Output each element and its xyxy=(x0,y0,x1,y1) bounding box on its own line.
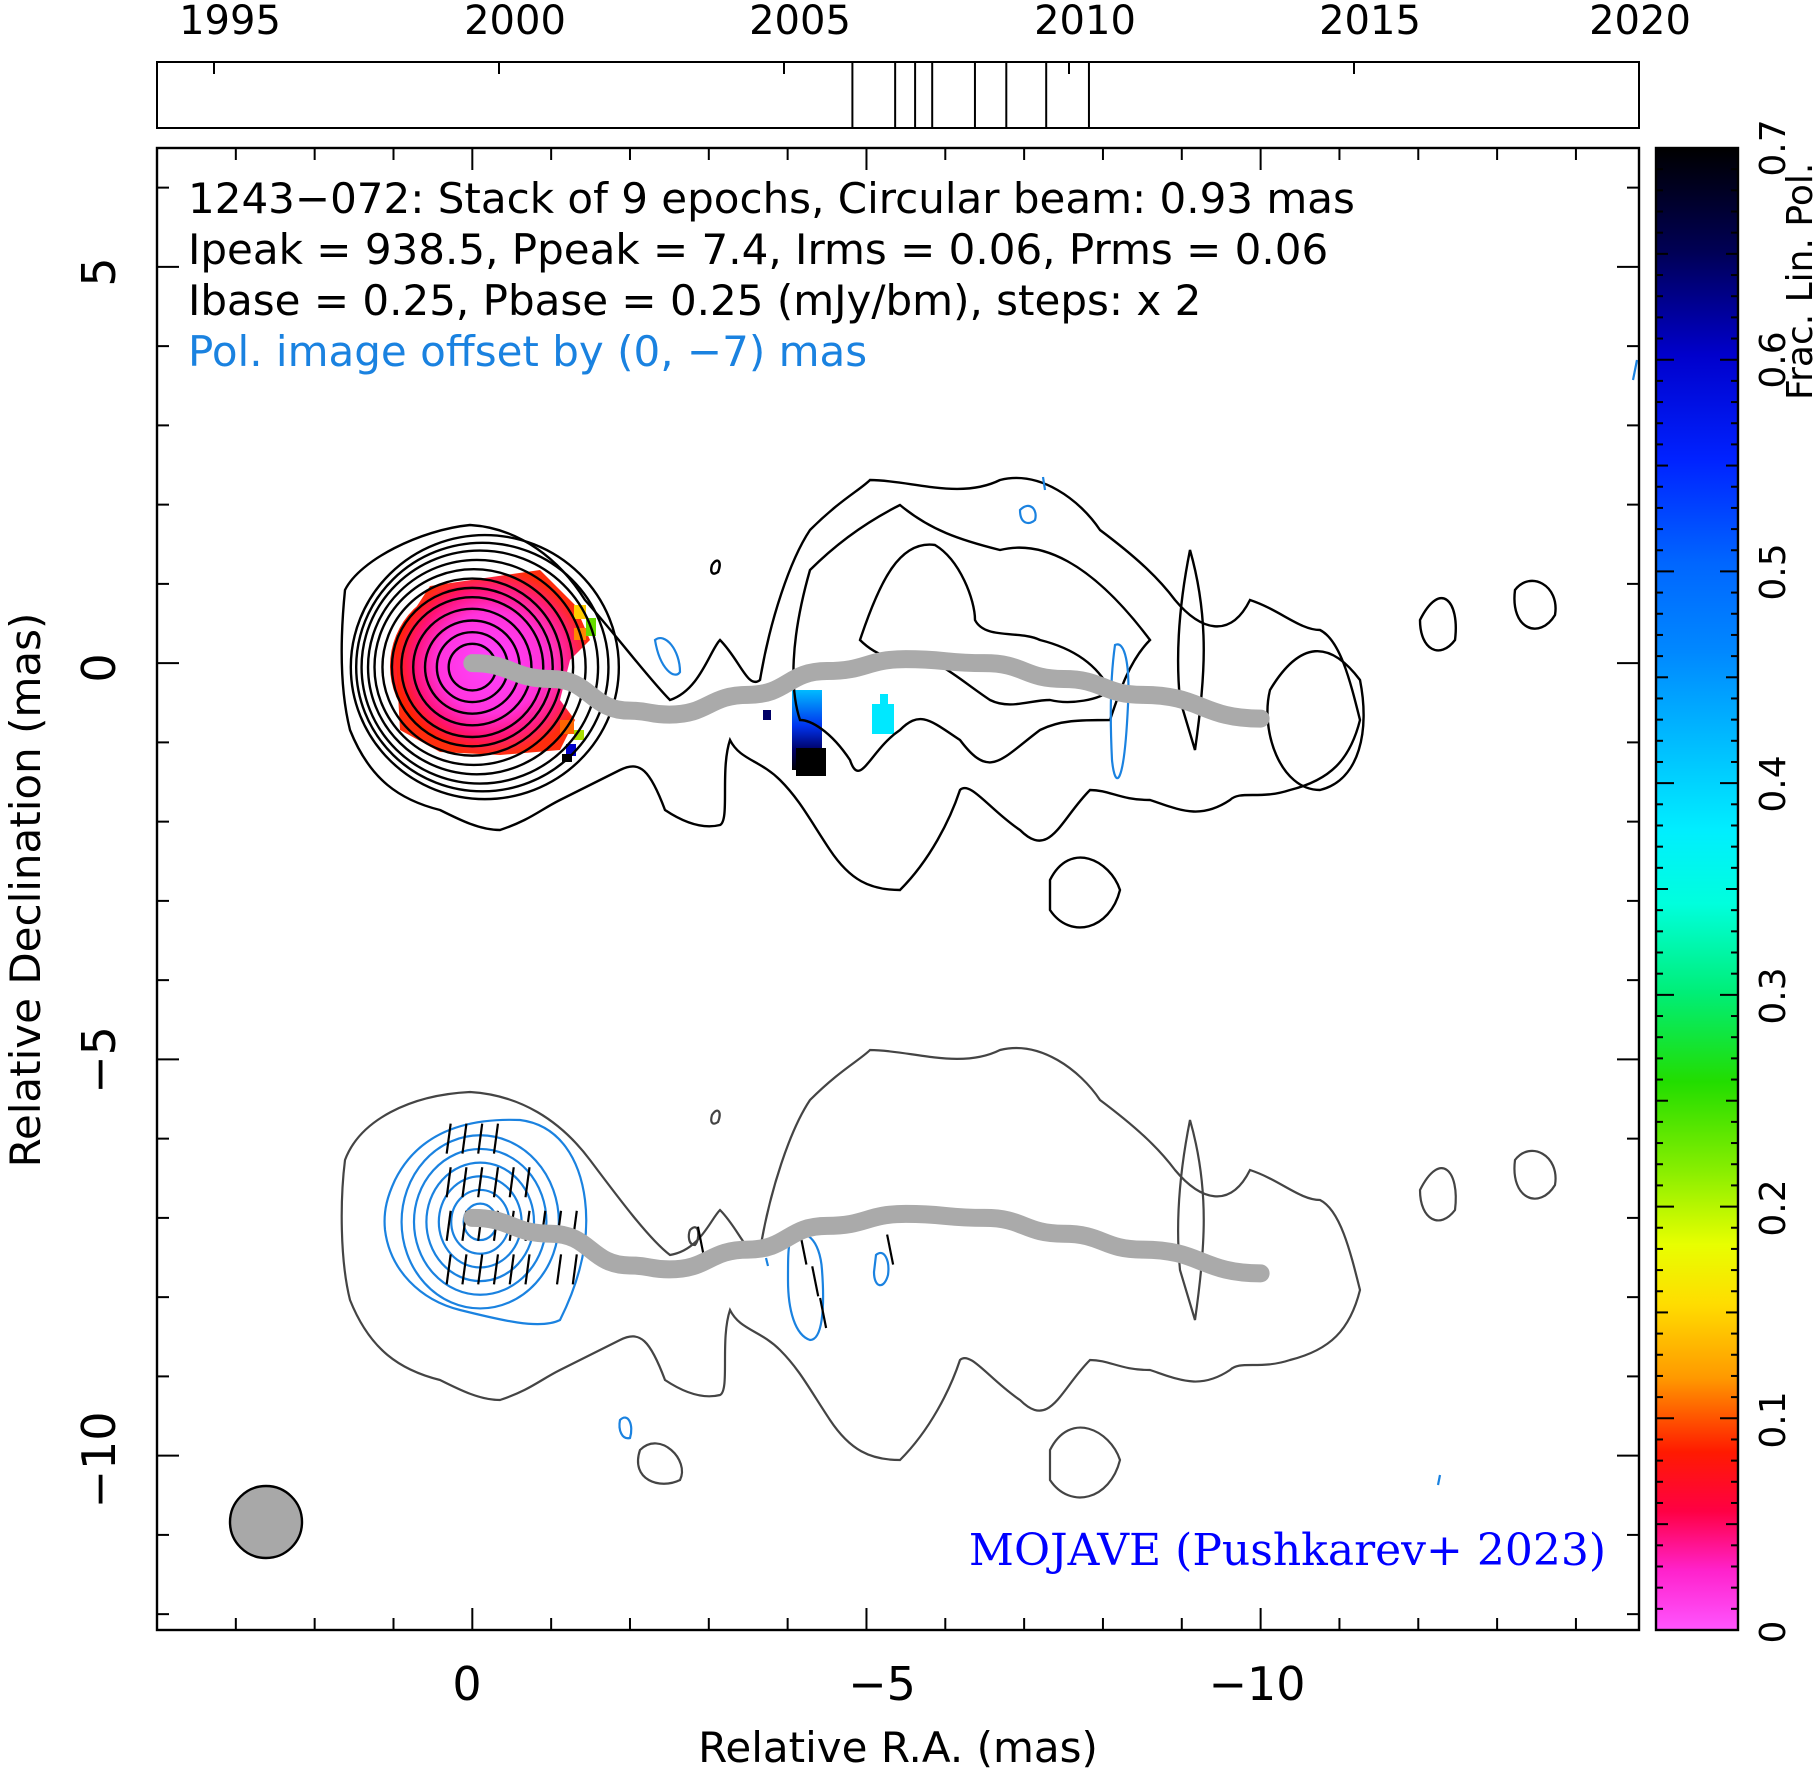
annotation-line-3: Ibase = 0.25, Pbase = 0.25 (mJy/bm), ste… xyxy=(188,276,1201,325)
colorbar-tick-0.6: 0.6 xyxy=(1753,331,1794,388)
annotation-line-1: 1243−072: Stack of 9 epochs, Circular be… xyxy=(188,174,1355,223)
lower-total-intensity-contours xyxy=(340,1047,1557,1499)
colorbar-ticks xyxy=(1656,147,1738,1631)
timeline-label-2010: 2010 xyxy=(1034,0,1136,44)
plot-frame xyxy=(155,146,1641,1632)
annotation-line-4: Pol. image offset by (0, −7) mas xyxy=(188,327,867,376)
core-contours xyxy=(349,533,621,801)
core-contour xyxy=(381,577,564,757)
y-tick-labels: 5 0 −5 −10 xyxy=(72,257,126,1508)
evpa-tick xyxy=(492,1167,500,1198)
jet-fracpol-patches xyxy=(763,690,894,776)
x-tick-label-minus5: −5 xyxy=(848,1657,916,1711)
y-tick-label-minus10: −10 xyxy=(72,1411,126,1508)
y-tick-label-minus5: −5 xyxy=(72,1026,126,1094)
plot-area: 1243−072: Stack of 9 epochs, Circular be… xyxy=(1,146,1641,1772)
evpa-tick xyxy=(477,1123,484,1154)
polarized-intensity-extra xyxy=(383,359,1639,1486)
evpa-tick xyxy=(508,1254,515,1285)
evpa-tick xyxy=(811,1266,820,1297)
evpa-tick xyxy=(524,1254,531,1285)
colorbar-tick-0: 0 xyxy=(1753,1621,1794,1644)
evpa-tick xyxy=(461,1254,468,1285)
evpa-tick xyxy=(461,1167,468,1198)
evpa-tick xyxy=(886,1234,895,1265)
evpa-tick xyxy=(445,1167,452,1198)
timeline-label-2000: 2000 xyxy=(464,0,566,44)
core-contour xyxy=(360,549,600,785)
annotation-line-2: Ipeak = 938.5, Ppeak = 7.4, Irms = 0.06,… xyxy=(188,225,1328,274)
colorbar-gradient xyxy=(1656,148,1738,1630)
y-axis-label: Relative Declination (mas) xyxy=(1,613,50,1168)
evpa-tick xyxy=(555,1254,563,1285)
ridgeline-lower xyxy=(463,1204,1270,1283)
timeline: 1995 2000 2005 2010 2015 2020 xyxy=(156,0,1691,129)
evpa-tick xyxy=(819,1297,828,1329)
evpa-tick xyxy=(445,1123,452,1154)
evpa-tick xyxy=(508,1167,515,1198)
evpa-tick xyxy=(461,1123,468,1154)
timeline-ticks xyxy=(213,62,1640,74)
y-tick-label-0: 0 xyxy=(72,653,126,682)
core-contour xyxy=(411,607,533,727)
x-tick-label-minus10: −10 xyxy=(1208,1657,1305,1711)
core-contour xyxy=(366,558,587,776)
colorbar-tick-0.3: 0.3 xyxy=(1753,967,1794,1024)
credit-label: MOJAVE (Pushkarev+ 2023) xyxy=(969,1525,1606,1576)
evpa-tick xyxy=(477,1167,484,1198)
colorbar-tick-0.4: 0.4 xyxy=(1753,755,1794,812)
timeline-label-2005: 2005 xyxy=(749,0,851,44)
evpa-tick xyxy=(524,1167,531,1198)
timeline-label-1995: 1995 xyxy=(179,0,281,44)
x-axis-label: Relative R.A. (mas) xyxy=(698,1723,1098,1772)
colorbar-tick-0.7: 0.7 xyxy=(1753,119,1794,176)
beam-ellipse xyxy=(228,1484,304,1560)
evpa-tick xyxy=(696,1226,706,1257)
colorbar-tick-0.5: 0.5 xyxy=(1753,543,1794,600)
core-contour xyxy=(354,541,610,793)
timeline-epochs xyxy=(851,62,1090,128)
evpa-tick xyxy=(445,1254,452,1285)
polarized-contour xyxy=(412,1147,548,1296)
evpa-tick xyxy=(445,1210,452,1241)
colorbar-label: Frac. Lin. Pol. xyxy=(1780,163,1819,400)
evpa-tick xyxy=(492,1254,500,1285)
polarized-contour xyxy=(425,1161,536,1283)
colorbar: 0 0.1 0.2 0.3 0.4 0.5 0.6 0.7 Frac. Lin.… xyxy=(1654,119,1819,1644)
y-tick-label-5: 5 xyxy=(72,257,126,286)
timeline-label-2020: 2020 xyxy=(1589,0,1691,44)
evpa-tick xyxy=(571,1254,578,1285)
evpa-tick xyxy=(492,1123,500,1154)
ridgeline-upper xyxy=(463,650,1270,728)
core-contour xyxy=(400,595,545,739)
evpa-tick xyxy=(477,1254,484,1285)
timeline-label-2015: 2015 xyxy=(1319,0,1421,44)
core-contour xyxy=(390,586,554,748)
colorbar-tick-0.2: 0.2 xyxy=(1753,1179,1794,1236)
axis-ticks xyxy=(157,148,1639,1630)
core-contour xyxy=(373,568,575,767)
timeline-frame xyxy=(156,61,1640,129)
colorbar-tick-0.1: 0.1 xyxy=(1753,1391,1794,1448)
x-tick-label-0: 0 xyxy=(452,1657,481,1711)
core-contour xyxy=(349,533,621,801)
